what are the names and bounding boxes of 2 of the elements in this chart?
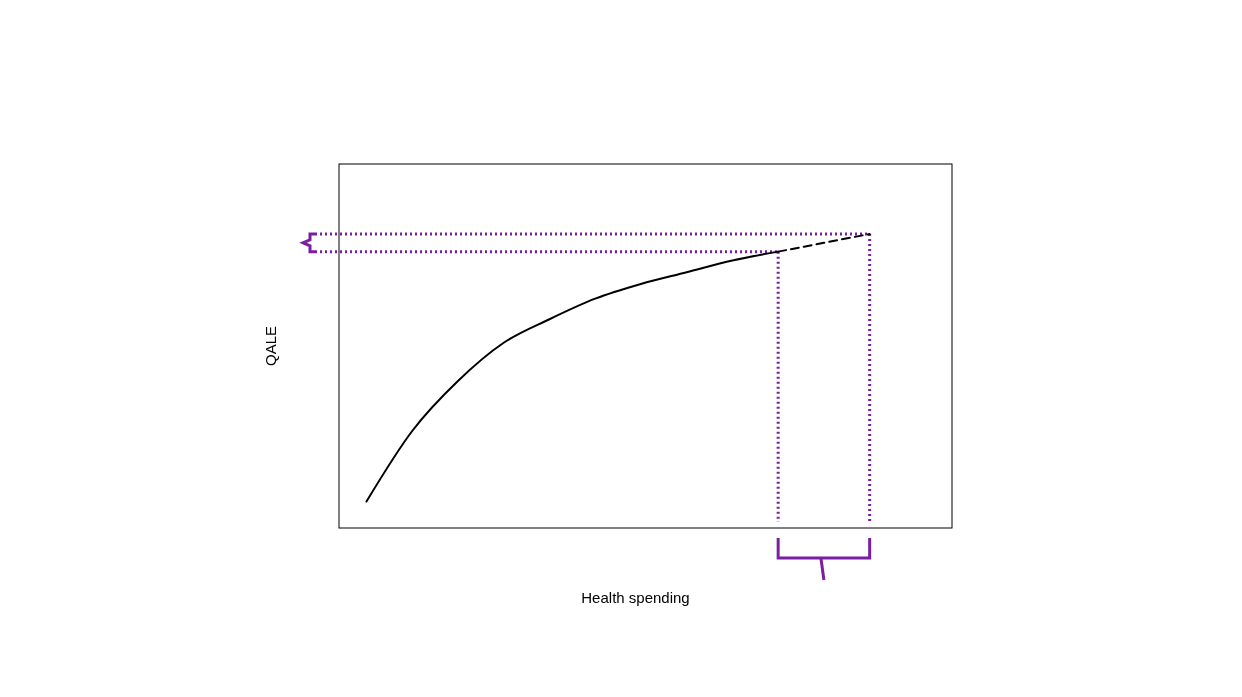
x-axis-title: Health spending xyxy=(581,589,690,606)
y-axis-title: QALE xyxy=(262,325,279,367)
